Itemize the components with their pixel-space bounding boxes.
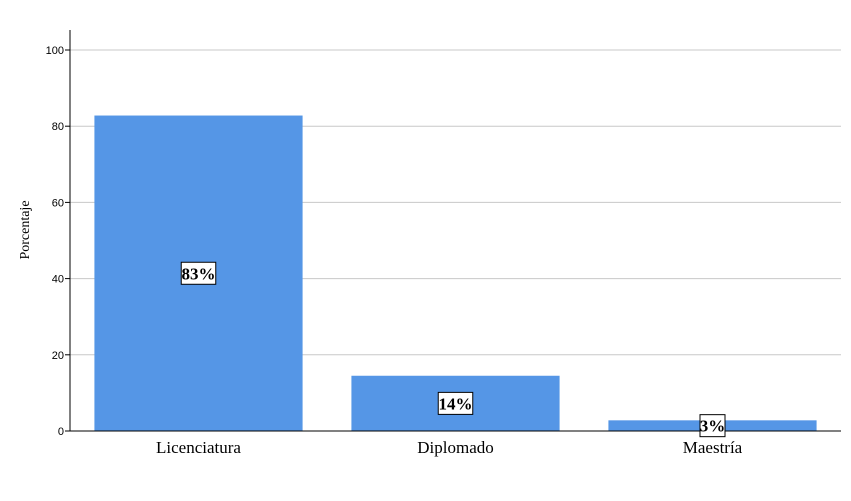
data-label: 3%: [699, 414, 726, 438]
data-label: 83%: [180, 261, 217, 285]
data-label-box: [699, 414, 726, 438]
data-labels: 83% 14% 3%: [180, 261, 726, 438]
y-tick-labels: 0 20 40 60 80 100: [46, 45, 64, 438]
y-axis-title: Porcentaje: [18, 200, 33, 259]
x-category-labels: Licenciatura Diplomado Maestría: [156, 438, 743, 457]
y-tick-label: 20: [52, 350, 64, 362]
x-category-label: Maestría: [683, 438, 743, 457]
x-category-label: Diplomado: [417, 438, 494, 457]
data-label-text: 83%: [182, 264, 216, 283]
data-label-text: 14%: [439, 394, 473, 413]
y-tick-label: 0: [58, 426, 64, 438]
data-label-text: 3%: [700, 417, 726, 436]
y-tick-label: 60: [52, 197, 64, 209]
data-label: 14%: [437, 391, 474, 415]
x-category-label: Licenciatura: [156, 438, 241, 457]
y-tick-label: 100: [46, 45, 64, 57]
y-tick-label: 40: [52, 274, 64, 286]
data-label-box: [180, 261, 217, 285]
data-label-box: [437, 391, 474, 415]
y-tick-label: 80: [52, 121, 64, 133]
